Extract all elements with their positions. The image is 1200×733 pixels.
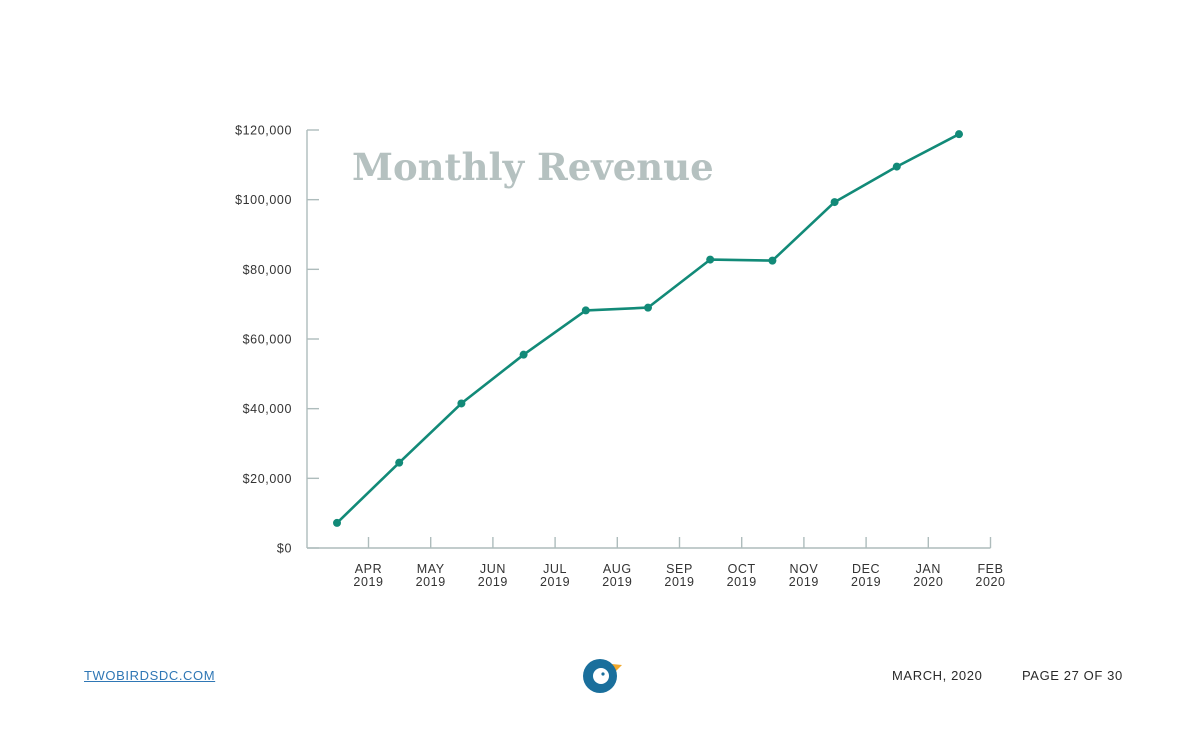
logo-eye: [601, 672, 605, 676]
x-tick-label: OCT 2019: [727, 562, 757, 589]
x-tick-label: AUG 2019: [602, 562, 632, 589]
y-axis-ticks: $0 $20,000 $40,000 $60,000 $80,000 $100,000 $1…: [235, 124, 319, 556]
x-tick-label: JUN 2019: [478, 562, 508, 589]
y-tick-label: $80,000: [243, 263, 292, 277]
x-tick-label: NOV 2019: [789, 562, 819, 589]
website-link[interactable]: TWOBIRDSDC.COM: [84, 668, 216, 683]
series-group: [333, 130, 963, 527]
y-tick-label: $0: [277, 542, 292, 556]
data-point: [830, 198, 839, 207]
series-line: [336, 133, 960, 524]
y-tick-label: $40,000: [243, 402, 292, 416]
data-point: [333, 518, 341, 527]
data-point: [519, 350, 528, 359]
data-point: [644, 303, 652, 312]
data-point: [395, 458, 404, 467]
x-tick-label: JUL 2019: [540, 562, 570, 589]
report-date: MARCH, 2020: [892, 668, 983, 683]
x-tick-label: MAY 2019: [416, 562, 446, 589]
x-tick-label: SEP 2019: [664, 562, 694, 589]
revenue-line-chart: $0 $20,000 $40,000 $60,000 $80,000 $100,000 $1…: [235, 124, 1005, 590]
x-tick-label: APR 2019: [353, 562, 383, 589]
data-point: [768, 256, 777, 265]
x-tick-label: FEB 2020: [975, 562, 1005, 589]
page-number: PAGE 27 OF 30: [1022, 668, 1123, 683]
data-point: [457, 399, 466, 408]
chart-title: Monthly Revenue: [352, 145, 714, 189]
bird-logo-icon: [583, 659, 622, 693]
y-tick-label: $20,000: [243, 472, 292, 486]
data-point: [892, 162, 901, 171]
y-tick-label: $100,000: [235, 193, 292, 207]
y-tick-label: $60,000: [243, 333, 292, 347]
logo-body: [593, 668, 609, 684]
data-point: [955, 130, 963, 139]
data-point: [706, 255, 715, 264]
x-tick-label: DEC 2019: [851, 562, 881, 589]
data-point: [581, 306, 590, 315]
y-tick-label: $120,000: [235, 124, 292, 138]
x-axis-ticks: APR 2019 MAY 2019 JUN 2019 JUL 2019 AUG 2019 SEP 20…: [353, 537, 1005, 589]
x-tick-label: JAN 2020: [913, 562, 943, 589]
chart-axes: [306, 130, 991, 549]
